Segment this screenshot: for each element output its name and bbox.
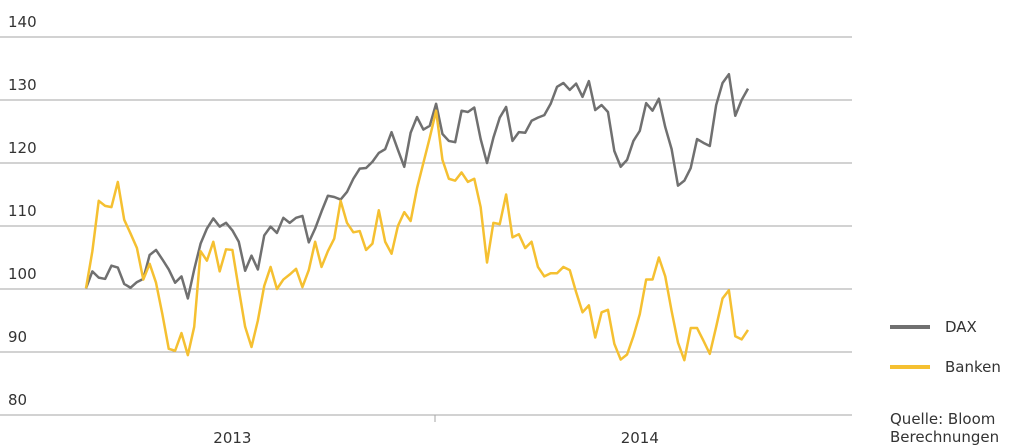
line-series [84,109,750,362]
y-tick-label: 140 [8,13,37,31]
source-line: Quelle: Bloom [890,410,995,428]
legend-label: Banken [945,358,1001,376]
y-tick-label: 100 [8,265,37,283]
source-line: Berechnungen [890,428,999,446]
x-tick-label: 2014 [621,429,659,447]
y-tick-label: 80 [8,391,27,409]
y-tick-label: 130 [8,76,37,94]
line-series [84,72,750,300]
y-tick-label: 110 [8,202,37,220]
x-tick-label: 2013 [213,429,251,447]
y-tick-label: 90 [8,328,27,346]
y-tick-label: 120 [8,139,37,157]
legend-label: DAX [945,318,977,336]
